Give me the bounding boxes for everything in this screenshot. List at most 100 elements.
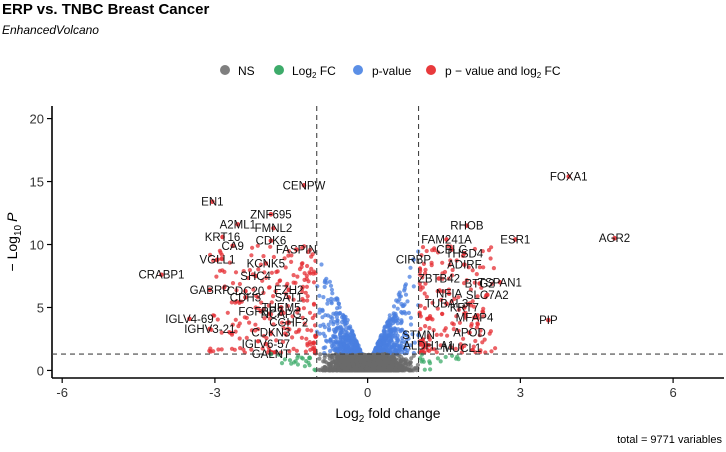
data-point: [453, 346, 458, 351]
data-point: [470, 268, 475, 273]
data-point: [269, 270, 274, 275]
data-point: [294, 348, 299, 353]
legend-item-log2fc: Log2 FC: [274, 64, 336, 80]
data-point: [290, 335, 295, 340]
data-point: [452, 296, 457, 301]
data-point: [305, 343, 310, 348]
data-point: [218, 250, 223, 255]
legend-item-pvalue: p-value: [353, 64, 412, 78]
data-point: [275, 282, 280, 287]
data-point: [331, 322, 336, 327]
data-point: [332, 368, 337, 373]
data-point: [291, 273, 296, 278]
data-point: [469, 321, 474, 327]
data-point: [279, 361, 285, 366]
gene-point: [235, 222, 241, 227]
data-point: [286, 253, 291, 258]
gene-point: [230, 243, 236, 249]
gene-label: FASPIN: [276, 245, 317, 257]
data-point: [337, 361, 342, 367]
data-point: [461, 336, 466, 341]
gene-point: [446, 291, 452, 296]
data-point: [437, 288, 442, 293]
data-point: [311, 302, 317, 307]
y-axis-ticks: 0 5 10 15 20: [30, 112, 52, 378]
data-point: [283, 291, 288, 296]
data-point: [418, 284, 423, 289]
data-point: [391, 304, 397, 309]
gene-point: [207, 287, 213, 293]
data-point: [362, 359, 367, 364]
data-point: [427, 337, 432, 342]
data-point: [477, 333, 482, 338]
data-point: [434, 350, 439, 355]
data-point: [290, 314, 295, 319]
gene-label: AGR2: [599, 233, 630, 245]
gene-point: [464, 223, 470, 228]
data-point: [409, 356, 414, 361]
data-point: [318, 352, 323, 357]
legend-label-pvalue-and-log2fc: p − value and log2 FC: [445, 64, 561, 80]
gene-label: CGHF2: [269, 318, 308, 330]
data-point: [359, 367, 364, 372]
gene-point: [220, 234, 225, 240]
data-point: [283, 265, 288, 270]
data-point: [309, 328, 314, 333]
gene-point: [472, 315, 477, 320]
data-point: [335, 339, 340, 344]
data-point: [490, 281, 495, 286]
data-point: [261, 254, 266, 259]
data-point: [331, 334, 336, 340]
data-point: [395, 338, 400, 343]
data-point: [418, 287, 423, 292]
data-point: [233, 300, 238, 305]
data-point: [287, 358, 293, 363]
data-point: [219, 330, 224, 335]
data-point: [307, 340, 312, 345]
data-point: [403, 311, 408, 316]
data-point: [388, 326, 394, 331]
chart-caption: total = 9771 variables: [617, 434, 722, 446]
data-point: [330, 316, 335, 321]
gene-label: IGLV4-69: [165, 314, 213, 326]
legend-label-pvalue: p-value: [372, 64, 412, 78]
data-point: [230, 322, 235, 327]
data-point: [454, 314, 459, 319]
data-point: [253, 322, 258, 327]
data-point: [321, 295, 326, 300]
data-point: [349, 334, 355, 339]
data-point: [408, 265, 413, 270]
data-point: [320, 307, 325, 312]
data-point: [435, 306, 440, 311]
gene-point: [286, 320, 292, 325]
data-point: [273, 289, 278, 294]
data-point: [317, 310, 322, 315]
gene-label: MFAP4: [456, 313, 494, 325]
data-point: [472, 280, 477, 285]
data-point: [387, 322, 392, 327]
data-point: [482, 337, 487, 342]
data-point: [372, 349, 377, 354]
data-point: [389, 338, 394, 343]
data-point: [378, 359, 383, 364]
gene-label: A2ML1: [220, 219, 256, 231]
data-point: [364, 366, 369, 371]
data-point: [420, 245, 426, 250]
gene-label: SAT1: [275, 292, 303, 304]
data-point: [286, 249, 291, 254]
data-point: [400, 303, 405, 309]
data-point: [302, 321, 307, 326]
data-point: [378, 348, 383, 353]
data-point: [271, 254, 276, 260]
data-point: [408, 343, 413, 348]
gene-label: CDK6: [256, 236, 287, 248]
data-point: [250, 245, 255, 250]
data-point: [381, 348, 386, 353]
gene-label: ZNF695: [250, 209, 292, 221]
data-point: [289, 253, 294, 258]
data-point: [418, 342, 423, 347]
gene-label: GABRP: [190, 285, 231, 297]
data-point: [344, 360, 349, 365]
data-point: [291, 297, 296, 302]
